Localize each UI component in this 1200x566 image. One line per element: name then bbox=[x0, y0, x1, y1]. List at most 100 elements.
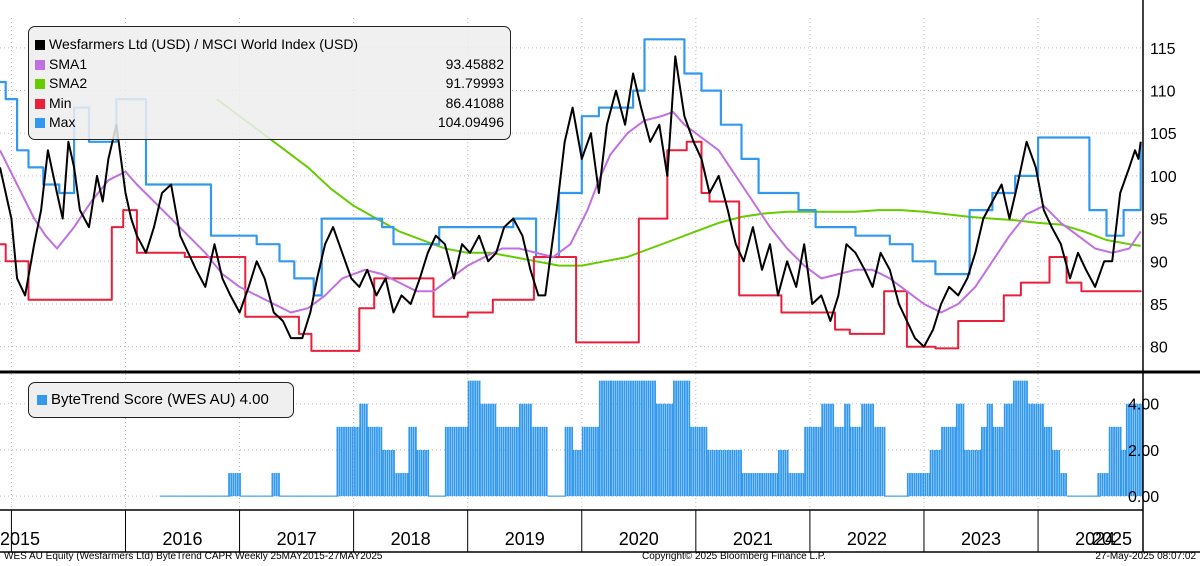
score-bar bbox=[823, 403, 826, 497]
score-bar bbox=[924, 473, 927, 497]
score-tick-label: 0.00 bbox=[1128, 489, 1159, 506]
score-bar bbox=[612, 380, 615, 497]
score-bar bbox=[938, 449, 941, 497]
score-bar bbox=[777, 449, 780, 497]
score-bar bbox=[722, 449, 725, 497]
score-bar bbox=[483, 403, 486, 497]
score-bar bbox=[571, 426, 574, 497]
score-bar bbox=[1042, 403, 1044, 497]
score-bar bbox=[731, 449, 734, 497]
score-bar bbox=[594, 426, 597, 497]
y-tick-label: 105 bbox=[1150, 126, 1177, 143]
score-bar bbox=[787, 473, 789, 497]
score-bar bbox=[418, 449, 421, 497]
score-bar bbox=[1062, 473, 1065, 497]
score-bar bbox=[780, 449, 782, 497]
score-bar bbox=[745, 473, 748, 497]
score-bar bbox=[583, 426, 586, 497]
score-bar bbox=[812, 426, 815, 497]
score-bar bbox=[922, 473, 925, 497]
score-bar bbox=[703, 426, 706, 497]
score-bar bbox=[861, 403, 864, 497]
score-bar bbox=[345, 426, 348, 497]
score-bar bbox=[627, 380, 630, 497]
score-bar bbox=[427, 449, 430, 497]
legend-item-sma2: SMA2 91.79993 bbox=[29, 74, 510, 94]
score-bar bbox=[569, 426, 571, 497]
legend-item-min: Min 86.41088 bbox=[29, 94, 510, 114]
score-bar bbox=[654, 380, 656, 497]
score-bar bbox=[1132, 403, 1135, 497]
score-bar bbox=[782, 449, 785, 497]
score-bar bbox=[496, 426, 499, 497]
score-bar bbox=[1113, 426, 1115, 497]
score-bar bbox=[793, 473, 796, 497]
score-bar bbox=[416, 449, 419, 497]
score-bar bbox=[1060, 473, 1063, 497]
score-bar bbox=[647, 380, 650, 497]
score-bar bbox=[1017, 380, 1020, 497]
legend-value-max: 104.09496 bbox=[437, 114, 504, 130]
score-bar bbox=[701, 426, 703, 497]
score-bar bbox=[1015, 380, 1017, 497]
score-bar bbox=[1128, 403, 1130, 497]
score-bar bbox=[1122, 449, 1125, 497]
score-bar bbox=[1039, 403, 1042, 497]
score-bar bbox=[236, 473, 239, 497]
score-bars bbox=[159, 380, 1144, 497]
score-bar bbox=[577, 449, 579, 497]
score-bar bbox=[625, 380, 628, 497]
score-bar bbox=[420, 449, 423, 497]
score-bar bbox=[806, 426, 809, 497]
score-bar bbox=[992, 426, 995, 497]
score-bar bbox=[1023, 380, 1026, 497]
score-bar bbox=[515, 426, 518, 497]
score-bar bbox=[854, 426, 857, 497]
score-bar bbox=[481, 403, 484, 497]
score-bar bbox=[673, 380, 675, 497]
score-bar bbox=[378, 426, 381, 497]
score-bar bbox=[228, 473, 230, 497]
score-bar bbox=[713, 449, 716, 497]
score-bar bbox=[451, 426, 454, 497]
score-bar bbox=[479, 403, 481, 497]
score-bar bbox=[985, 426, 988, 497]
score-bar bbox=[943, 426, 946, 497]
score-bar bbox=[1008, 403, 1011, 497]
score-bar bbox=[669, 403, 671, 497]
score-bar bbox=[541, 426, 544, 497]
score-bar bbox=[1103, 473, 1106, 497]
legend-swatch-min bbox=[35, 98, 45, 109]
score-bar bbox=[340, 426, 343, 497]
score-bar bbox=[983, 426, 986, 497]
score-bar bbox=[795, 473, 798, 497]
score-bar bbox=[1028, 403, 1031, 497]
y-tick-label: 110 bbox=[1150, 84, 1176, 101]
score-bar bbox=[991, 403, 993, 497]
legend-value-sma2: 91.79993 bbox=[445, 75, 504, 91]
score-bar bbox=[996, 426, 999, 497]
score-bar bbox=[534, 426, 537, 497]
score-bar bbox=[630, 380, 632, 497]
score-bar bbox=[455, 426, 458, 497]
score-bar bbox=[1110, 426, 1113, 497]
score-bar bbox=[977, 449, 979, 497]
score-bar bbox=[1141, 403, 1144, 497]
score-bar bbox=[645, 380, 648, 497]
score-bar bbox=[634, 380, 637, 497]
score-bar bbox=[748, 473, 750, 497]
score-bar bbox=[765, 473, 768, 497]
score-bar bbox=[371, 426, 374, 497]
x-tick-label: 2020 bbox=[619, 529, 659, 549]
x-tick-label: 2018 bbox=[391, 529, 431, 549]
score-bar bbox=[804, 426, 807, 497]
score-bar bbox=[230, 473, 233, 497]
score-bar bbox=[502, 426, 505, 497]
legend-label-ratio: Wesfarmers Ltd (USD) / MSCI World Index … bbox=[49, 36, 359, 52]
score-legend: ByteTrend Score (WES AU) 4.00 bbox=[28, 382, 294, 418]
score-bar bbox=[958, 403, 960, 497]
score-bar bbox=[586, 426, 588, 497]
score-bar bbox=[386, 449, 389, 497]
score-bar bbox=[791, 473, 794, 497]
score-bar bbox=[735, 449, 738, 497]
